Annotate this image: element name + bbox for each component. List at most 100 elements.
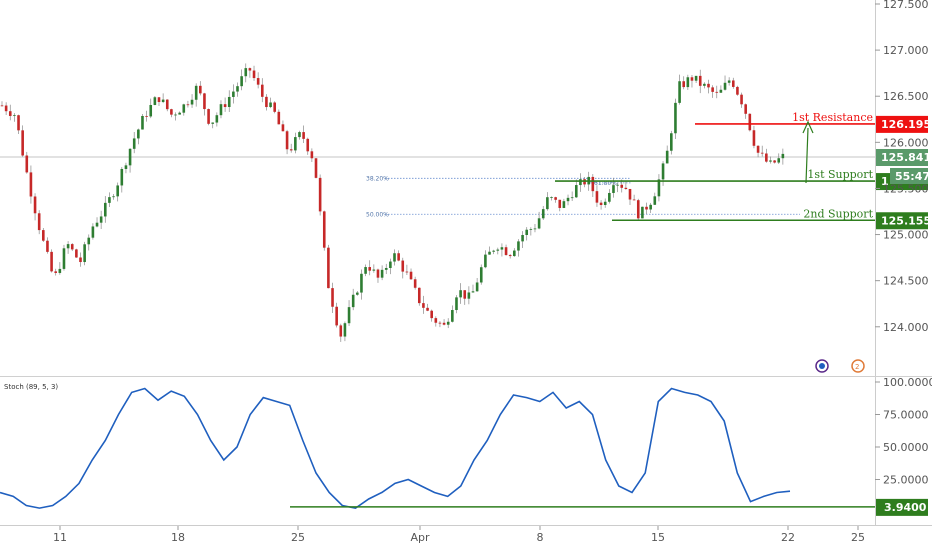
candle-body — [719, 89, 723, 93]
candle-body — [765, 153, 768, 162]
candle-body — [769, 160, 772, 162]
candle-body — [364, 267, 367, 274]
stoch-tick-label: 25.0000 — [883, 474, 929, 487]
candle-body — [603, 201, 607, 206]
candle-body — [537, 218, 541, 229]
candle-body — [356, 292, 359, 295]
candle-body — [756, 145, 760, 153]
candle-body — [343, 323, 347, 337]
candle-body — [83, 244, 86, 263]
x-tick-label: Apr — [410, 531, 430, 544]
level-badge-text: 126.195 — [881, 118, 931, 131]
candle-body — [360, 273, 363, 293]
y-tick-label: 124.500 — [883, 275, 929, 288]
candle-body — [686, 77, 690, 88]
candle-body — [422, 303, 425, 308]
candle-body — [42, 230, 45, 241]
x-tick-label: 25 — [291, 531, 305, 544]
candle-body — [215, 115, 219, 123]
fib-level-label: 61.80% — [594, 180, 617, 187]
candle-body — [289, 149, 293, 151]
candle-body — [525, 229, 529, 235]
candle-body — [99, 216, 103, 223]
candle-body — [0, 105, 4, 107]
y-tick-label: 127.000 — [883, 44, 929, 57]
candle-body — [434, 318, 438, 323]
candle-body — [120, 168, 124, 186]
stoch-marker-badge: 3.9400 — [876, 498, 928, 516]
candle-body — [227, 96, 231, 108]
candle-body — [29, 172, 33, 197]
candle-body — [124, 165, 128, 169]
candle-body — [690, 77, 694, 81]
candle-body — [500, 247, 504, 250]
stoch-tick-label: 75.0000 — [883, 409, 929, 422]
events-icon[interactable]: 2 — [851, 359, 865, 373]
level-label: 1st Resistance — [792, 111, 873, 124]
stoch-axis[interactable]: 100.0000 75.0000 50.0000 25.0000 — [875, 376, 932, 487]
candle-body — [665, 150, 669, 164]
candle-body — [624, 187, 628, 190]
candle-body — [54, 271, 58, 273]
candle-body — [298, 132, 301, 138]
candle-body — [132, 138, 136, 149]
candle-body — [546, 197, 549, 210]
candle-body — [748, 113, 752, 131]
support-resistance-levels: 1st Resistance 126.195 1st Support 1 2nd Sup… — [555, 111, 931, 230]
candle-body — [529, 229, 533, 230]
x-tick-label: 25 — [851, 531, 865, 544]
candle-body — [632, 199, 636, 201]
candle-body — [372, 269, 376, 271]
x-tick-label: 18 — [171, 531, 185, 544]
candle-body — [13, 115, 16, 117]
candle-body — [670, 133, 673, 151]
fib-level-label: 38.20% — [366, 175, 389, 182]
candle-body — [674, 102, 677, 134]
candle-body — [75, 249, 78, 258]
candle-body — [302, 132, 305, 139]
candle-body — [112, 196, 115, 198]
candle-body — [479, 267, 483, 283]
price-axis[interactable]: 127.500 127.000 126.500 126.000 125.500 125.0… — [875, 0, 929, 334]
fib-level-label: 50.00% — [366, 211, 389, 218]
candle-body — [504, 247, 508, 256]
candle-body — [285, 131, 289, 150]
candle-body — [599, 202, 603, 206]
candle-body — [260, 84, 264, 97]
candle-body — [517, 241, 520, 251]
candle-body — [558, 199, 562, 208]
y-tick-label: 125.000 — [883, 229, 929, 242]
candle-body — [508, 255, 512, 257]
candle-body — [50, 251, 53, 272]
time-axis[interactable]: 11 18 25 Apr 8 15 22 25 — [53, 526, 865, 544]
candle-body — [550, 197, 553, 198]
candle-body — [170, 109, 173, 115]
candle-body — [62, 248, 66, 269]
candle-body — [95, 222, 99, 227]
candle-body — [417, 287, 421, 304]
candle-body — [376, 269, 380, 278]
candle-body — [265, 96, 268, 108]
candle-body — [389, 261, 392, 268]
replay-icon[interactable] — [815, 359, 829, 373]
candle-body — [165, 99, 169, 110]
x-tick-label: 15 — [651, 531, 665, 544]
candle-body — [703, 83, 706, 86]
candle-body — [727, 80, 731, 83]
candle-body — [492, 250, 495, 252]
candle-body — [37, 213, 41, 231]
candle-body — [413, 279, 417, 288]
candle-body — [91, 226, 95, 238]
candle-body — [137, 129, 140, 139]
y-tick-label: 125.500 — [883, 182, 929, 195]
candle-body — [240, 76, 243, 87]
candle-body — [694, 75, 698, 81]
candle-body — [277, 111, 281, 125]
candle-body — [678, 81, 681, 103]
candle-body — [79, 257, 82, 263]
candle-body — [21, 130, 24, 156]
candle-body — [566, 197, 570, 202]
y-tick-label: 124.000 — [883, 321, 929, 334]
candle-body — [281, 124, 285, 132]
